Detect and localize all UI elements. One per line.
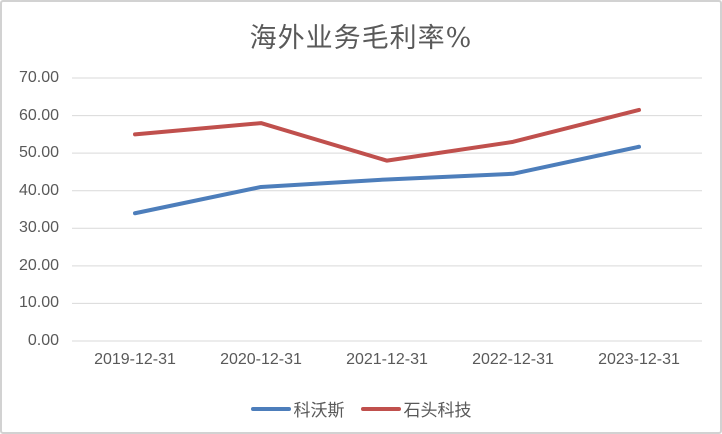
legend-item-series-0: 科沃斯 [250, 396, 345, 421]
y-tick-label: 30.00 [18, 219, 59, 237]
y-tick-label: 70.00 [18, 69, 59, 86]
legend-label-series-0: 科沃斯 [293, 401, 345, 421]
x-tick-label: 2022-12-31 [472, 351, 554, 368]
x-tick-label: 2020-12-31 [220, 351, 302, 368]
y-tick-label: 20.00 [18, 256, 59, 274]
x-tick-label: 2019-12-31 [94, 351, 176, 368]
legend-item-series-1: 石头科技 [360, 396, 472, 421]
legend: 科沃斯 石头科技 [2, 396, 720, 421]
y-tick-label: 50.00 [18, 144, 59, 162]
x-tick-label: 2023-12-31 [598, 351, 680, 368]
y-tick-label: 10.00 [18, 294, 59, 312]
series-line-1 [133, 107, 641, 163]
y-tick-label: 0.00 [27, 332, 59, 349]
y-tick-label: 40.00 [18, 181, 59, 199]
series-0-color-swatch [250, 406, 291, 411]
series-1-color-swatch [360, 406, 401, 411]
legend-label-series-1: 石头科技 [403, 401, 472, 421]
y-tick-label: 60.00 [18, 106, 59, 124]
series-line-0 [133, 144, 641, 216]
x-tick-label: 2021-12-31 [346, 351, 428, 368]
chart-title: 海外业务毛利率% [249, 23, 473, 54]
